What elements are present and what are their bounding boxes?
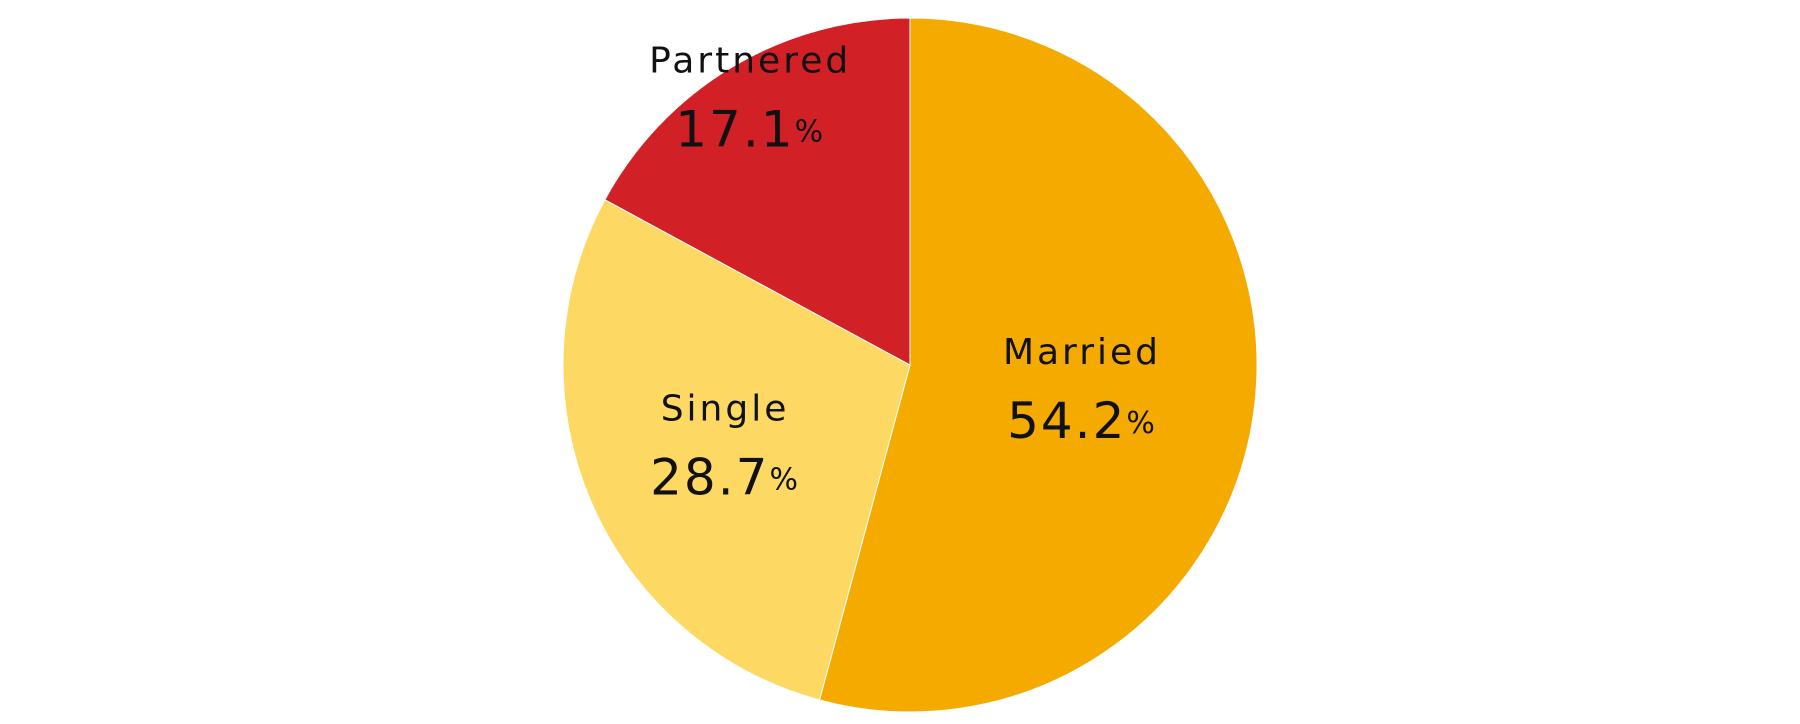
- value-number: 28.7: [650, 448, 769, 506]
- pie-slice: [818, 17, 1258, 713]
- value-number: 54.2: [1007, 391, 1126, 449]
- pie-slice: [604, 17, 911, 366]
- slice-label: Single: [661, 388, 790, 429]
- pie-slice: [562, 199, 911, 701]
- value-unit: %: [795, 114, 826, 149]
- value-label: 54.2%: [1007, 391, 1157, 449]
- value-label: 17.1%: [675, 100, 825, 158]
- slice-label: Married: [1003, 332, 1161, 373]
- value-number: 17.1: [675, 100, 794, 158]
- value-unit: %: [769, 462, 800, 497]
- slice-label: Partnered: [649, 41, 851, 82]
- value-unit: %: [1126, 405, 1157, 440]
- value-label: 28.7%: [650, 448, 800, 506]
